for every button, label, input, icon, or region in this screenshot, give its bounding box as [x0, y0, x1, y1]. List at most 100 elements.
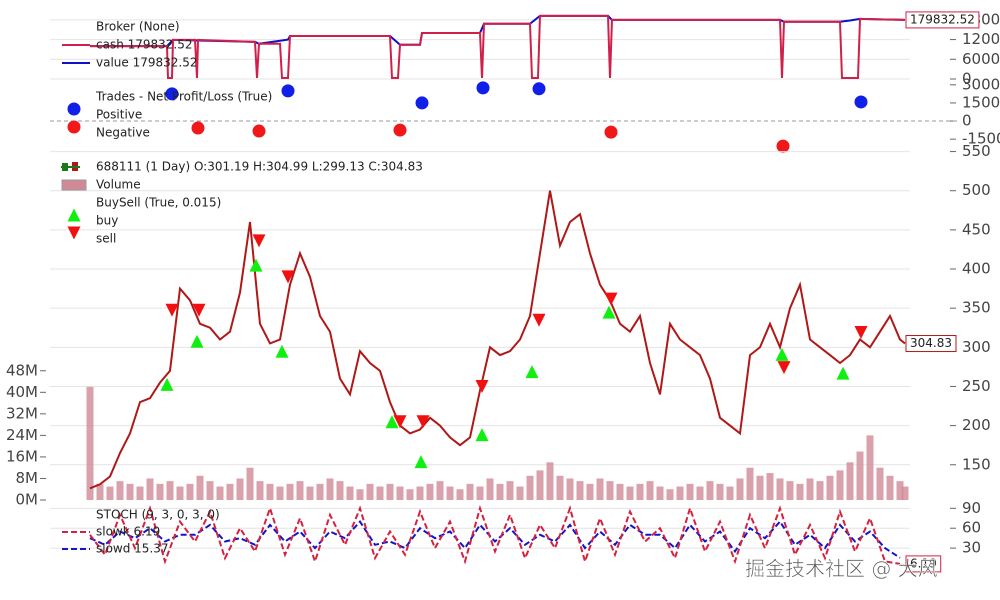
volume-bar: [406, 489, 414, 500]
volume-bar: [746, 467, 754, 500]
trade-point: [854, 95, 868, 109]
legend-label: slowk 6.19: [96, 525, 160, 539]
volume-bar: [576, 481, 584, 500]
legend-label: cash 179832.52: [96, 38, 193, 52]
signal-marker: [160, 377, 174, 391]
last-value-label: 6.19: [910, 556, 937, 570]
volume-bar: [306, 486, 314, 500]
legend-label: Volume: [96, 178, 141, 192]
volume-bar: [586, 483, 594, 500]
legend-label: Broker (None): [96, 20, 180, 34]
y-tick-label: 200: [962, 416, 991, 434]
volume-bar: [96, 483, 104, 500]
volume-bar: [836, 470, 844, 500]
signal-marker: [532, 313, 546, 327]
volume-bar: [496, 483, 504, 500]
volume-bar: [396, 486, 404, 500]
series-line: [89, 504, 901, 565]
volume-bar: [786, 481, 794, 500]
signal-marker: [190, 334, 204, 348]
volume-bar: [556, 475, 564, 500]
legend-label: Trades - Net Profit/Loss (True): [95, 90, 272, 104]
volume-bar: [826, 475, 834, 500]
signal-marker: [416, 415, 430, 429]
legend-label: value 179832.52: [96, 56, 197, 70]
trade-point: [604, 125, 618, 139]
volume-bar: [456, 489, 464, 500]
volume-bar: [536, 470, 544, 500]
y-tick-label: 0: [962, 112, 972, 130]
signal-marker: [604, 292, 618, 306]
trade-point: [165, 87, 179, 101]
volume-bar: [486, 478, 494, 500]
signal-marker: [777, 361, 791, 375]
trade-point: [191, 121, 205, 135]
volume-bar: [296, 481, 304, 500]
volume-bar: [336, 481, 344, 500]
volume-bar: [436, 481, 444, 500]
volume-bar: [606, 481, 614, 500]
volume-bar: [546, 462, 554, 500]
y-tick-label: 550: [962, 142, 991, 160]
volume-tick-label: 16M: [6, 447, 38, 465]
legend-icon: [67, 226, 81, 240]
volume-bar: [676, 486, 684, 500]
volume-tick-label: 40M: [6, 383, 38, 401]
volume-bar: [476, 486, 484, 500]
legend-label: STOCH (9, 3, 0, 3, 0): [96, 508, 220, 522]
volume-bar: [716, 483, 724, 500]
trade-point: [252, 124, 266, 138]
volume-bar: [366, 483, 374, 500]
signal-marker: [414, 455, 428, 469]
y-tick-label: 250: [962, 377, 991, 395]
volume-bar: [346, 486, 354, 500]
trade-point: [532, 82, 546, 96]
last-value-label: 179832.52: [910, 12, 975, 26]
last-value-box: [905, 335, 957, 353]
legend-label: Negative: [96, 126, 150, 140]
volume-bar: [856, 451, 864, 500]
volume-bar: [116, 481, 124, 500]
volume-bar: [326, 478, 334, 500]
series-line: [89, 190, 906, 490]
series-line: [89, 519, 901, 559]
legend-label: sell: [96, 232, 116, 246]
signal-marker: [775, 347, 789, 361]
volume-bar: [266, 483, 274, 500]
volume-bar: [706, 481, 714, 500]
volume-bar: [176, 486, 184, 500]
volume-bar: [616, 483, 624, 500]
trade-point: [281, 84, 295, 98]
signal-marker: [192, 303, 206, 317]
volume-bar: [226, 483, 234, 500]
y-tick-label: 0: [962, 70, 972, 88]
volume-bar: [596, 478, 604, 500]
volume-bar: [626, 486, 634, 500]
volume-bar: [666, 489, 674, 500]
volume-tick-label: 32M: [6, 404, 38, 422]
trade-point: [393, 123, 407, 137]
volume-bar: [686, 483, 694, 500]
volume-bar: [516, 486, 524, 500]
volume-bar: [766, 473, 774, 500]
volume-bar: [376, 486, 384, 500]
volume-bar: [526, 475, 534, 500]
last-value-box: [905, 555, 942, 573]
volume-bar: [146, 478, 154, 500]
volume-tick-label: 48M: [6, 361, 38, 379]
y-tick-label: 120000: [962, 30, 1000, 48]
volume-bar: [166, 481, 174, 500]
volume-bar: [776, 478, 784, 500]
volume-bar: [446, 486, 454, 500]
signal-marker: [475, 428, 489, 442]
volume-bar: [356, 489, 364, 500]
y-tick-label: 450: [962, 220, 991, 238]
series-line: [90, 14, 906, 79]
volume-bar: [466, 483, 474, 500]
legend-label: Positive: [96, 108, 142, 122]
volume-bar: [736, 478, 744, 500]
volume-bar: [866, 435, 874, 500]
volume-bar: [696, 486, 704, 500]
